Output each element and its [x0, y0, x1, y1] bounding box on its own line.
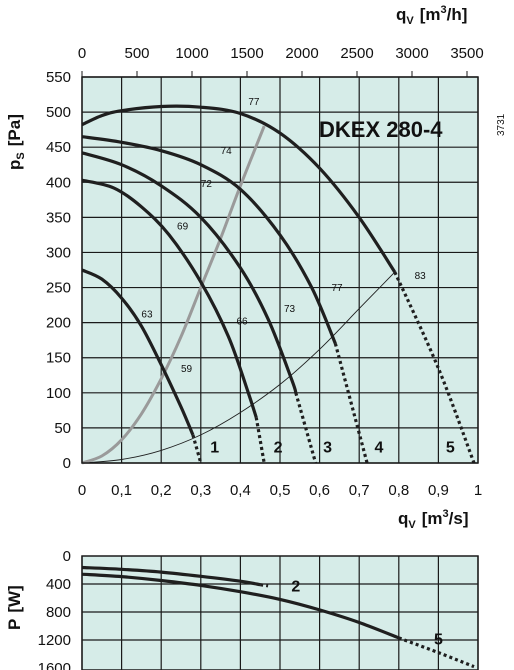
main-curves [81, 104, 476, 465]
bottom-tick-label: 0,7 [349, 482, 370, 499]
power-curve-2 [81, 565, 261, 587]
bottom-tick-label: 0,5 [270, 482, 291, 499]
fan-curve-1-dotted [191, 434, 203, 464]
top-tick-label: 3500 [450, 45, 483, 62]
fan-number-label: 4 [375, 439, 384, 456]
top-tick-label: 2000 [285, 45, 318, 62]
top-axis-title: qV [m3/h] [396, 4, 467, 27]
fan-curve-3 [81, 151, 298, 394]
bottom-tick-label: 0,6 [309, 482, 330, 499]
efficiency-label: 74 [221, 146, 233, 157]
fan-curve-5 [81, 104, 397, 273]
left-tick-label: 50 [54, 420, 71, 437]
bottom-tick-label: 0,2 [151, 482, 172, 499]
main-y-axis-title: pS[Pa] [5, 114, 27, 170]
bottom-tick-label: 0,8 [388, 482, 409, 499]
bottom-axis-title: qV [m3/s] [398, 508, 468, 531]
top-tick-label: 1500 [230, 45, 263, 62]
fan-curve-2 [81, 178, 258, 418]
left-tick-label: 150 [46, 350, 71, 367]
left-tick-label: 300 [46, 244, 71, 261]
left-tick-label: 0 [63, 455, 71, 472]
fan-number-label: 5 [446, 439, 455, 456]
main-plot-frame [81, 76, 479, 464]
efficiency-label: 63 [141, 310, 153, 321]
power-labels: 25 [291, 578, 443, 648]
fan-curve-5-dotted [393, 271, 476, 464]
side-code: 3731 [496, 113, 507, 136]
power-tick-label: 1600 [38, 660, 71, 670]
efficiency-label: 66 [236, 317, 248, 328]
efficiency-label: 77 [331, 283, 343, 294]
power-tick-label: 0 [63, 548, 71, 565]
power-plot-frame [81, 555, 479, 670]
efficiency-label: 73 [284, 304, 296, 315]
efficiency-label: 69 [177, 221, 189, 232]
power-series-label: 5 [434, 632, 443, 649]
efficiency-label: 72 [201, 179, 213, 190]
power-series-label: 2 [291, 578, 300, 595]
top-tick-label: 0 [78, 45, 86, 62]
bottom-tick-label: 0,4 [230, 482, 251, 499]
left-tick-label: 450 [46, 139, 71, 156]
bottom-tick-label: 0,3 [190, 482, 211, 499]
power-curve-5 [81, 572, 400, 640]
left-tick-label: 550 [46, 69, 71, 86]
fan-curve-2-dotted [254, 417, 266, 464]
power-grid: 0 400 800 1200 1600 [38, 548, 479, 670]
optimum-efficiency-line [81, 125, 266, 465]
main-labels: 77 74 72 69 63 59 66 73 77 83 1 2 3 4 5 [141, 97, 454, 456]
top-tick-label: 2500 [340, 45, 373, 62]
power-tick-label: 1200 [38, 632, 71, 649]
fan-curve-1 [81, 268, 195, 436]
efficiency-label: 59 [181, 364, 193, 375]
left-tick-label: 200 [46, 315, 71, 332]
fan-curve-3-dotted [294, 392, 318, 464]
bottom-tick-label: 0 [78, 482, 86, 499]
left-tick-label: 500 [46, 104, 71, 121]
efficiency-label: 77 [248, 97, 260, 108]
power-y-axis-title: P[W] [5, 585, 24, 630]
bottom-tick-label: 0,9 [428, 482, 449, 499]
fan-curve-4-dotted [333, 343, 369, 464]
left-tick-label: 100 [46, 385, 71, 402]
fan-number-label: 1 [210, 439, 219, 456]
efficiency-label: 83 [415, 271, 427, 282]
fan-curve-4 [81, 135, 337, 345]
top-tick-label: 500 [124, 45, 149, 62]
power-curve-5-dotted [398, 636, 475, 669]
bottom-tick-label: 1 [474, 482, 482, 499]
power-curve-2-dotted [259, 583, 269, 588]
fan-number-label: 3 [323, 439, 332, 456]
system-curve [81, 271, 396, 464]
bottom-tick-label: 0,1 [111, 482, 132, 499]
left-tick-label: 250 [46, 280, 71, 297]
left-tick-label: 350 [46, 209, 71, 226]
top-tick-label: 1000 [175, 45, 208, 62]
chart-title: DKEX 280-4 [319, 117, 443, 142]
power-tick-label: 800 [46, 604, 71, 621]
top-tick-label: 3000 [395, 45, 428, 62]
left-tick-label: 400 [46, 174, 71, 191]
fan-number-label: 2 [274, 439, 283, 456]
power-tick-label: 400 [46, 576, 71, 593]
power-curves [81, 565, 475, 669]
